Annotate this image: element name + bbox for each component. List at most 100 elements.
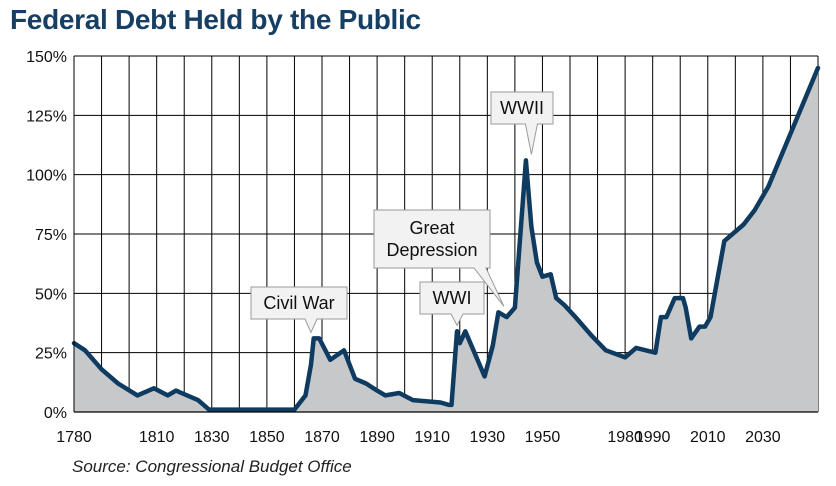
data-point: [448, 404, 450, 406]
y-tick-label: 150%: [26, 49, 67, 66]
y-tick-label: 125%: [26, 108, 67, 125]
x-tick-label: 1930: [470, 429, 506, 446]
data-point: [497, 311, 499, 313]
data-point: [175, 390, 177, 392]
data-point: [506, 316, 508, 318]
data-point: [541, 276, 544, 278]
data-point: [285, 409, 287, 411]
data-point: [555, 297, 557, 299]
callout-box: [250, 286, 348, 334]
data-point: [376, 390, 378, 392]
data-point: [329, 359, 331, 361]
y-tick-label: 25%: [35, 346, 67, 363]
data-point: [208, 409, 210, 411]
data-point: [665, 316, 668, 318]
data-point: [709, 316, 712, 318]
data-point: [660, 316, 662, 318]
data-point: [690, 337, 692, 340]
data-point: [754, 209, 756, 211]
data-point: [723, 240, 725, 242]
data-point: [525, 159, 527, 162]
callout-label: Civil War: [263, 293, 334, 313]
data-point: [459, 342, 461, 344]
data-point: [136, 394, 138, 396]
data-point: [84, 349, 86, 351]
data-point: [180, 392, 183, 394]
data-point: [483, 375, 486, 377]
data-point: [492, 344, 494, 347]
data-point: [456, 330, 458, 332]
data-point: [550, 273, 552, 275]
data-point: [630, 352, 632, 354]
data-point: [304, 394, 307, 396]
series-line: [71, 65, 821, 412]
callout-label: WWII: [500, 98, 544, 118]
data-point: [450, 404, 453, 406]
x-tick-label: 1980: [607, 429, 643, 446]
data-point: [343, 349, 345, 351]
source-note: Source: Congressional Budget Office: [72, 457, 352, 476]
data-point: [365, 382, 367, 385]
y-tick-label: 50%: [35, 286, 67, 303]
callout: WWII: [490, 91, 554, 155]
x-tick-label: 2030: [745, 429, 781, 446]
data-point: [439, 401, 442, 404]
x-tick-label: 1950: [525, 429, 561, 446]
data-point: [117, 382, 119, 385]
x-tick-label: 1890: [359, 429, 395, 446]
callout-box: [490, 91, 554, 155]
data-point: [100, 368, 103, 370]
data-point: [398, 392, 400, 394]
area-layer: [71, 65, 821, 413]
y-tick-label: 100%: [26, 168, 67, 185]
x-tick-label: 1870: [304, 429, 340, 446]
x-tick-label: 1910: [414, 429, 450, 446]
data-point: [530, 226, 533, 228]
data-point: [624, 356, 626, 359]
series-area: [74, 67, 818, 413]
callout-label: Great: [409, 218, 454, 238]
data-point: [227, 409, 229, 411]
callout: WWI: [419, 281, 485, 327]
data-point: [536, 261, 538, 264]
data-point: [563, 304, 566, 306]
chart-title: Federal Debt Held by the Public: [10, 4, 421, 35]
data-point: [514, 306, 516, 309]
data-point: [313, 337, 315, 340]
data-point: [767, 185, 770, 188]
data-point: [197, 399, 199, 401]
data-point: [704, 325, 706, 328]
data-point: [574, 316, 577, 318]
callout-label: Depression: [386, 240, 477, 260]
data-point: [817, 67, 819, 69]
axis-layer: 0% 25% 50% 75% 100% 125% 150% 1780 1810 1830 1850 1…: [26, 49, 818, 446]
data-point: [167, 394, 169, 396]
data-point: [654, 352, 657, 354]
y-tick-label: 0%: [44, 405, 67, 422]
data-point: [354, 378, 356, 380]
callout: Civil War: [250, 286, 348, 334]
data-point: [743, 223, 745, 226]
data-point: [635, 347, 637, 349]
callout-box: [373, 209, 505, 307]
x-tick-label: 1990: [635, 429, 671, 446]
data-point: [293, 409, 296, 411]
data-point: [384, 394, 386, 396]
x-tick-label: 1810: [139, 429, 175, 446]
data-point: [605, 349, 607, 351]
x-tick-label: 1830: [194, 429, 230, 446]
data-point: [682, 297, 684, 299]
data-point: [412, 399, 414, 401]
callout-label: WWI: [433, 288, 472, 308]
data-point: [216, 409, 218, 411]
data-point: [318, 337, 320, 340]
x-tick-label: 2010: [690, 429, 726, 446]
data-point: [310, 363, 312, 366]
data-point: [685, 306, 687, 309]
x-tick-label: 1850: [249, 429, 285, 446]
data-point: [591, 335, 593, 337]
y-tick-label: 75%: [35, 227, 67, 244]
